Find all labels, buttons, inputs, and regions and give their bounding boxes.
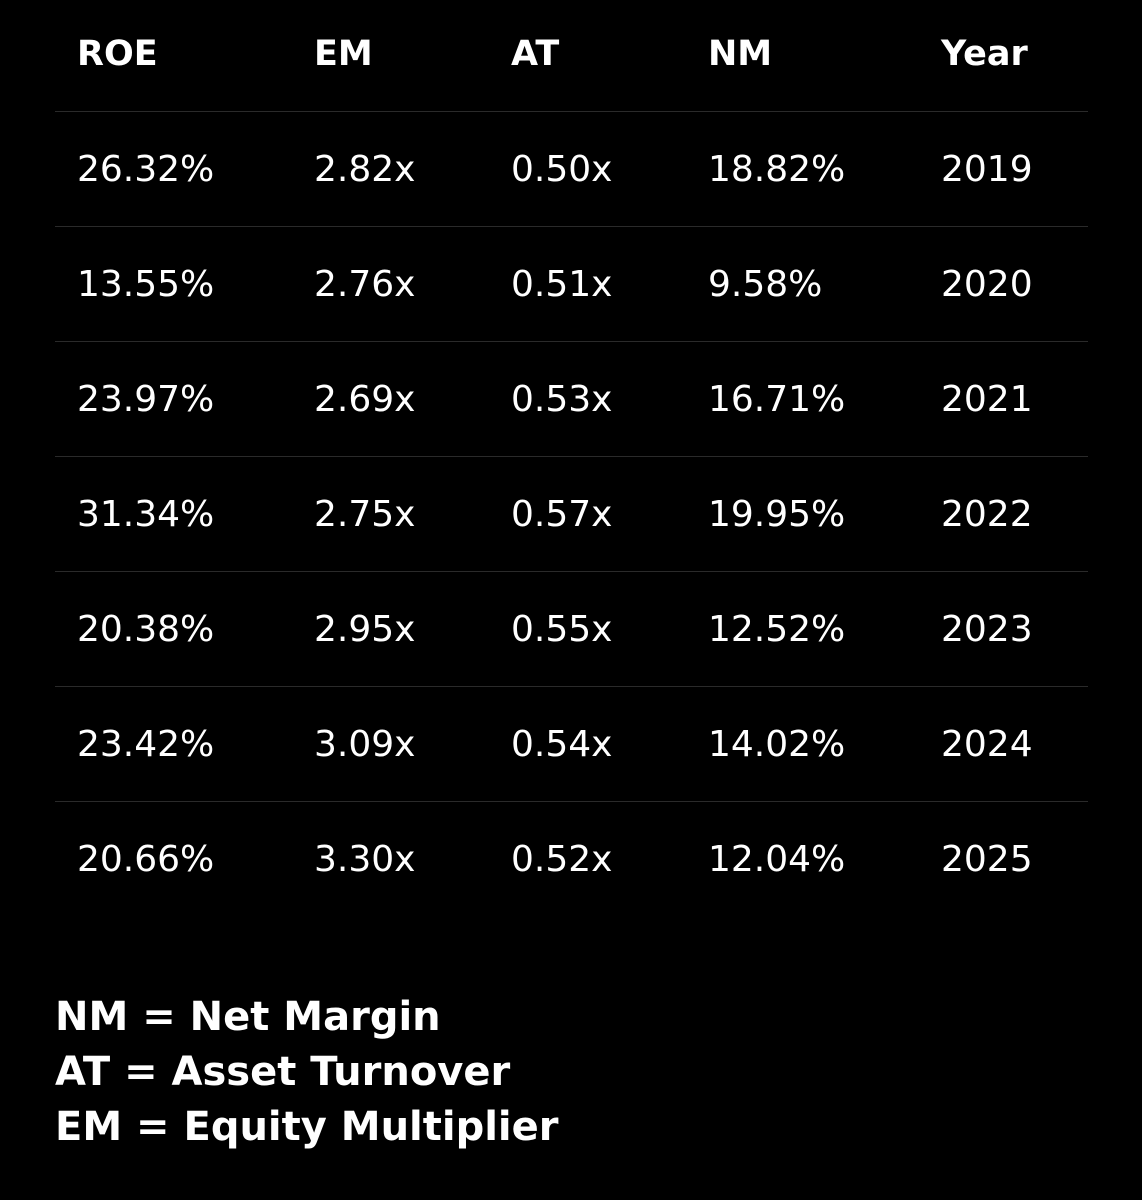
cell-em: 2.75x xyxy=(314,493,416,535)
column-header-year: Year xyxy=(941,34,1028,74)
cell-roe: 13.55% xyxy=(77,263,215,305)
cell-at: 0.50x xyxy=(511,148,613,190)
cell-roe: 31.34% xyxy=(77,493,215,535)
table-header-row: ROE EM AT NM Year xyxy=(55,0,1088,112)
cell-em: 2.76x xyxy=(314,263,416,305)
cell-nm: 19.95% xyxy=(708,493,846,535)
column-header-nm: NM xyxy=(708,34,773,74)
cell-year: 2024 xyxy=(941,723,1033,765)
cell-year: 2020 xyxy=(941,263,1033,305)
cell-roe: 20.38% xyxy=(77,608,215,650)
column-header-roe: ROE xyxy=(77,34,158,74)
cell-em: 2.95x xyxy=(314,608,416,650)
cell-year: 2023 xyxy=(941,608,1033,650)
cell-at: 0.53x xyxy=(511,378,613,420)
cell-at: 0.51x xyxy=(511,263,613,305)
cell-nm: 18.82% xyxy=(708,148,846,190)
cell-nm: 9.58% xyxy=(708,263,823,305)
cell-em: 3.09x xyxy=(314,723,416,765)
abbreviation-legend: NM = Net Margin AT = Asset Turnover EM =… xyxy=(55,990,559,1155)
cell-at: 0.57x xyxy=(511,493,613,535)
table-row: 13.55% 2.76x 0.51x 9.58% 2020 xyxy=(55,227,1088,342)
table-row: 23.97% 2.69x 0.53x 16.71% 2021 xyxy=(55,342,1088,457)
cell-year: 2022 xyxy=(941,493,1033,535)
cell-nm: 16.71% xyxy=(708,378,846,420)
table-row: 23.42% 3.09x 0.54x 14.02% 2024 xyxy=(55,687,1088,802)
legend-line-at: AT = Asset Turnover xyxy=(55,1049,511,1095)
cell-at: 0.52x xyxy=(511,838,613,880)
table-row: 20.38% 2.95x 0.55x 12.52% 2023 xyxy=(55,572,1088,687)
cell-at: 0.55x xyxy=(511,608,613,650)
cell-roe: 26.32% xyxy=(77,148,215,190)
cell-year: 2019 xyxy=(941,148,1033,190)
cell-nm: 14.02% xyxy=(708,723,846,765)
column-header-em: EM xyxy=(314,34,373,74)
cell-roe: 23.97% xyxy=(77,378,215,420)
cell-em: 3.30x xyxy=(314,838,416,880)
cell-at: 0.54x xyxy=(511,723,613,765)
cell-year: 2021 xyxy=(941,378,1033,420)
cell-nm: 12.52% xyxy=(708,608,846,650)
cell-roe: 23.42% xyxy=(77,723,215,765)
cell-year: 2025 xyxy=(941,838,1033,880)
cell-nm: 12.04% xyxy=(708,838,846,880)
table-row: 26.32% 2.82x 0.50x 18.82% 2019 xyxy=(55,112,1088,227)
cell-em: 2.69x xyxy=(314,378,416,420)
legend-line-em: EM = Equity Multiplier xyxy=(55,1104,559,1150)
legend-line-nm: NM = Net Margin xyxy=(55,994,441,1040)
table-row: 31.34% 2.75x 0.57x 19.95% 2022 xyxy=(55,457,1088,572)
column-header-at: AT xyxy=(511,34,560,74)
ratio-table: ROE EM AT NM Year 26.32% 2.82x 0.50x 18.… xyxy=(55,0,1088,916)
table-row: 20.66% 3.30x 0.52x 12.04% 2025 xyxy=(55,802,1088,916)
cell-em: 2.82x xyxy=(314,148,416,190)
cell-roe: 20.66% xyxy=(77,838,215,880)
